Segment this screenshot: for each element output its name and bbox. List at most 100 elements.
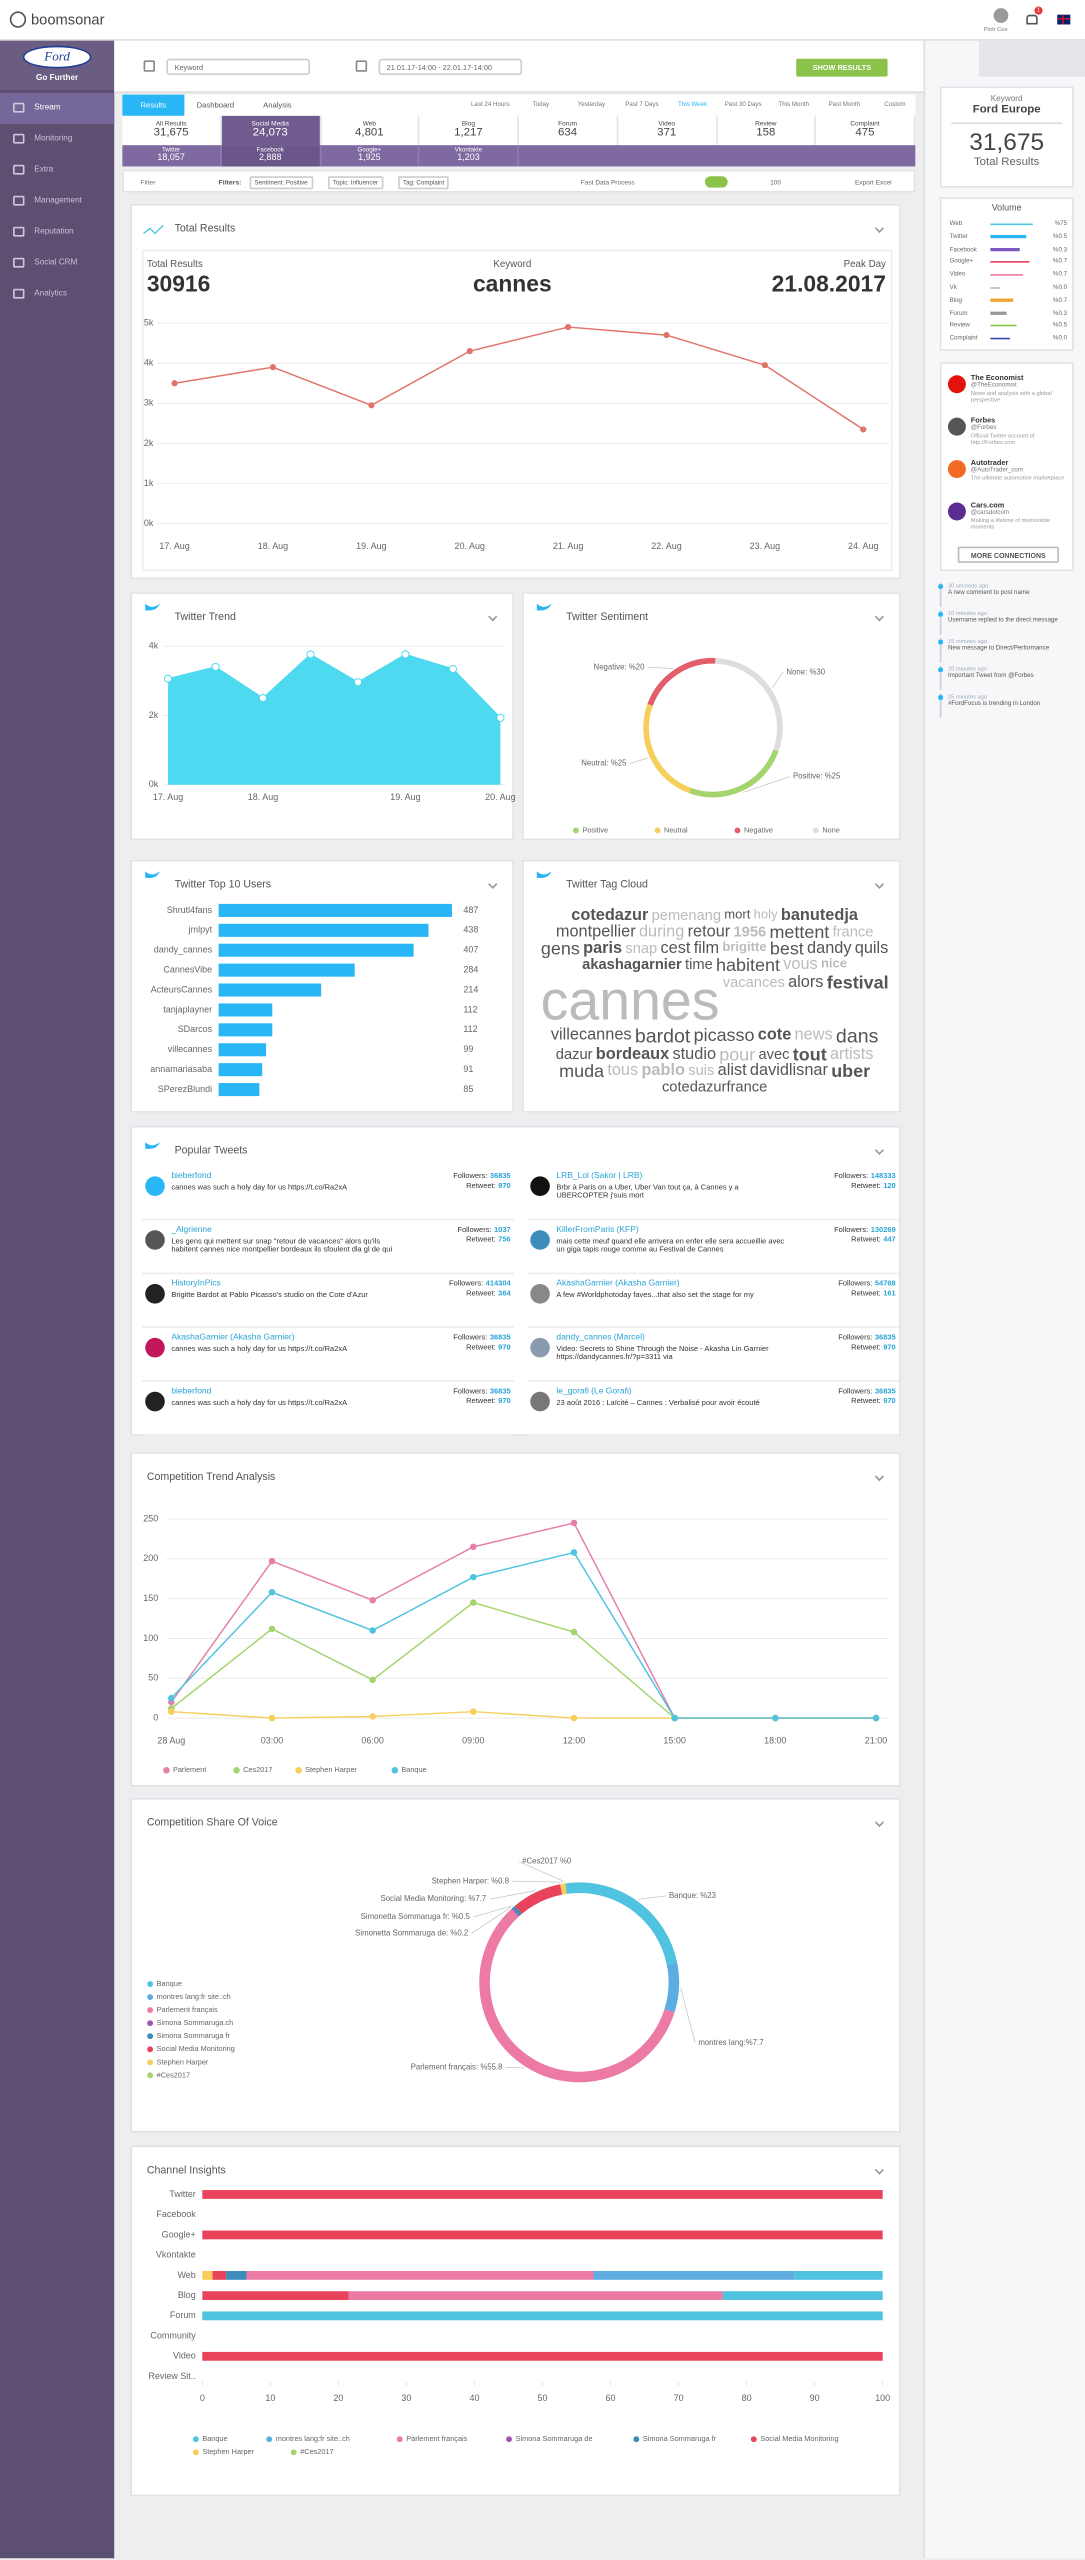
period[interactable]: Custom [884,101,906,108]
tweet-user[interactable]: _Algrienne [171,1225,212,1236]
export[interactable]: Export Excel [854,177,892,186]
connection[interactable]: Forbes @Forbes Official Twitter account of… [947,416,1072,455]
page-size[interactable]: 100 [770,177,782,186]
source-cell[interactable]: Video 371 [618,115,718,146]
connection[interactable]: Cars.com @carsdotcom Making a lifetime of … [947,501,1072,540]
filter-button[interactable]: Filter [140,177,156,186]
tweet-user[interactable]: LRB_Lol (Sakor | LRB) [556,1171,643,1182]
tweet: bieberfond cannes was such a holy day for… [141,1385,514,1436]
panel-tab[interactable] [1033,41,1085,77]
tweet-avatar[interactable] [145,1230,165,1250]
tweet-avatar[interactable] [145,1284,165,1304]
avatar[interactable] [993,8,1009,23]
period[interactable]: Past 7 Days [625,101,659,108]
tweet-user[interactable]: HistoryInPics [171,1279,221,1289]
followers-label: Followers: [834,1171,869,1180]
tab[interactable]: Dashboard [184,95,246,116]
collapse[interactable] [874,1471,885,1482]
tag-word: during [638,922,685,941]
more-connections-button[interactable]: MORE CONNECTIONS [957,546,1059,563]
period[interactable]: Yesterday [577,101,606,108]
tweet-user[interactable]: bieberfond [171,1386,212,1397]
collapse[interactable] [874,1145,885,1155]
subsource-cell[interactable]: Twitter 18,057 [122,145,222,167]
filter-chip[interactable]: Topic: Influencer [327,175,383,189]
source-label: Web [362,119,377,128]
tag-word: paris [583,939,623,958]
collapse[interactable] [874,879,885,889]
activity-text: A new comment to post name [947,589,1030,596]
period[interactable]: Last 24 Hours [470,101,510,108]
nav-item[interactable]: Extra [0,155,114,186]
source-cell[interactable]: Social Media 24,073 [221,115,321,146]
filter-chip[interactable]: Tag: Complaint [398,175,450,189]
bell[interactable] [1026,14,1038,25]
date-range[interactable]: 21.01.17-14:00 - 22.01.17-14:00 [378,58,523,76]
nav-item[interactable]: Social CRM [0,248,114,279]
period[interactable]: Today [532,101,550,108]
source-cell[interactable]: Complaint 475 [816,115,916,146]
flag[interactable] [1057,14,1071,25]
volume-label: Google+ [949,258,974,265]
collapse[interactable] [874,612,885,622]
tweet-user[interactable]: bieberfond [171,1171,212,1182]
nav-item[interactable]: Monitoring [0,124,114,155]
connection[interactable]: The Economist @TheEconomist News and analy… [947,374,1072,413]
volume-label: Web [949,220,963,227]
tweet-user[interactable]: AkashaGarnier (Akasha Garnier) [171,1333,295,1343]
tweet-user[interactable]: KillerFromParis (KFP) [556,1225,639,1236]
nav-item[interactable]: Analytics [0,279,114,310]
nav-icon [13,257,25,268]
filter-chip[interactable]: Sentiment: Positive [249,175,313,189]
subsource-counts: Twitter 18,057 Facebook 2,888 Google+ 1,925 Vk… [122,145,916,167]
subsource-cell[interactable]: Facebook 2,888 [221,145,321,167]
logo[interactable]: boomsonar [31,11,105,28]
nav-item[interactable]: Stream [0,93,115,125]
tab[interactable]: Analysis [246,95,308,116]
tweet-user[interactable]: AkashaGarnier (Akasha Garnier) [556,1279,680,1289]
nav-item[interactable]: Reputation [0,217,114,248]
panel-tab[interactable] [925,40,979,77]
tweet-avatar[interactable] [145,1391,165,1412]
followers-label: Followers: [453,1386,488,1396]
subsource-cell[interactable]: Google+ 1,925 [321,145,420,167]
card-title: Channel Insights [146,2165,226,2177]
show-results-button[interactable]: SHOW RESULTS [796,58,888,77]
source-cell[interactable]: All Results 31,675 [122,115,222,146]
tweet-avatar[interactable] [530,1337,550,1358]
tweet-avatar[interactable] [530,1391,550,1412]
source-cell[interactable]: Review 158 [717,115,817,146]
tweet-avatar[interactable] [530,1284,550,1304]
tweet-user[interactable]: le_gorafi (Le Gorafi) [556,1386,632,1397]
period[interactable]: This Week [678,101,708,108]
collapse[interactable] [874,223,885,234]
tweet-user[interactable]: dandy_cannes (Marcel) [556,1333,645,1343]
period[interactable]: Past 30 Days [724,101,762,108]
toggle[interactable] [704,176,728,188]
tag-word: cote [757,1026,792,1045]
tweet-avatar[interactable] [145,1176,165,1196]
nav-item[interactable]: Management [0,186,114,217]
panel-tab[interactable] [979,41,1033,77]
source-cell[interactable]: Blog 1,217 [420,115,519,146]
nav-icon [13,102,25,113]
followers-row: Followers: 36835 [838,1387,895,1397]
tweet-avatar[interactable] [530,1230,550,1250]
activity-dot [938,695,944,700]
collapse[interactable] [488,612,498,622]
source-cell[interactable]: Web 4,801 [321,115,420,146]
collapse[interactable] [488,879,498,889]
collapse[interactable] [874,1817,885,1828]
source-cell[interactable]: Forum 634 [519,115,618,146]
connection[interactable]: Autotrader @AutoTrader_com The ultimate au… [947,458,1072,497]
keyword-select[interactable]: Keyword [166,58,311,76]
period[interactable]: Past Month [828,101,861,108]
tweet-avatar[interactable] [145,1337,165,1358]
tweet-avatar[interactable] [530,1176,550,1196]
tab[interactable]: Results [122,94,185,116]
collapse[interactable] [874,2165,885,2175]
toolbar: Keyword 21.01.17-14:00 - 22.01.17-14:00 … [114,40,924,94]
fast-process[interactable]: Fast Data Process [580,177,635,186]
period[interactable]: This Month [778,101,810,108]
subsource-cell[interactable]: Vkontakte 1,203 [420,145,519,167]
